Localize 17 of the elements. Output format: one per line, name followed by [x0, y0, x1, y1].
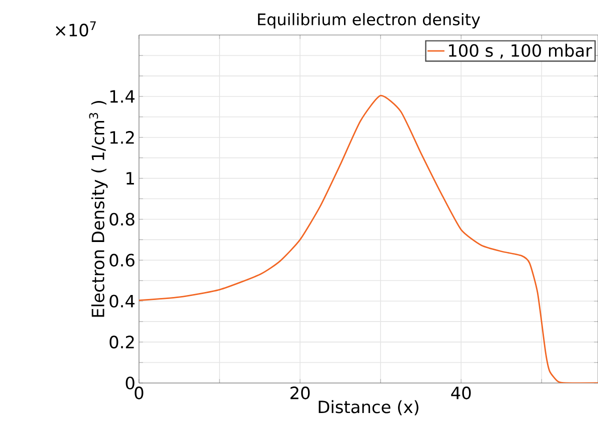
y-tick-label: 0: [126, 376, 134, 390]
x-tick-label: 0: [134, 386, 144, 400]
x-tick-label: 20: [290, 386, 310, 400]
line-series: [139, 94, 598, 383]
y-tick-label: 0.4: [110, 294, 135, 308]
text: ×10$^{7}$: [56, 21, 96, 36]
chart-title: Equilibrium electron density: [258, 13, 480, 28]
y-axis-title: Electron Density ( 1/cm$^{3}$ ): [89, 100, 108, 317]
y-tick-label: 1.4: [110, 90, 135, 103]
y-tick-label: 0.2: [110, 336, 134, 348]
y-tick-label: 0.6: [110, 254, 134, 267]
x-axis-title: Distance (x): [318, 400, 418, 416]
x-tick-label: 40: [451, 386, 471, 400]
y-tick-label: 1: [126, 172, 134, 184]
y-tick-label: 1.2: [110, 131, 134, 144]
y-tick-label: 0.8: [110, 212, 134, 226]
legend-label: 100 s , 100 mbar: [448, 44, 592, 59]
